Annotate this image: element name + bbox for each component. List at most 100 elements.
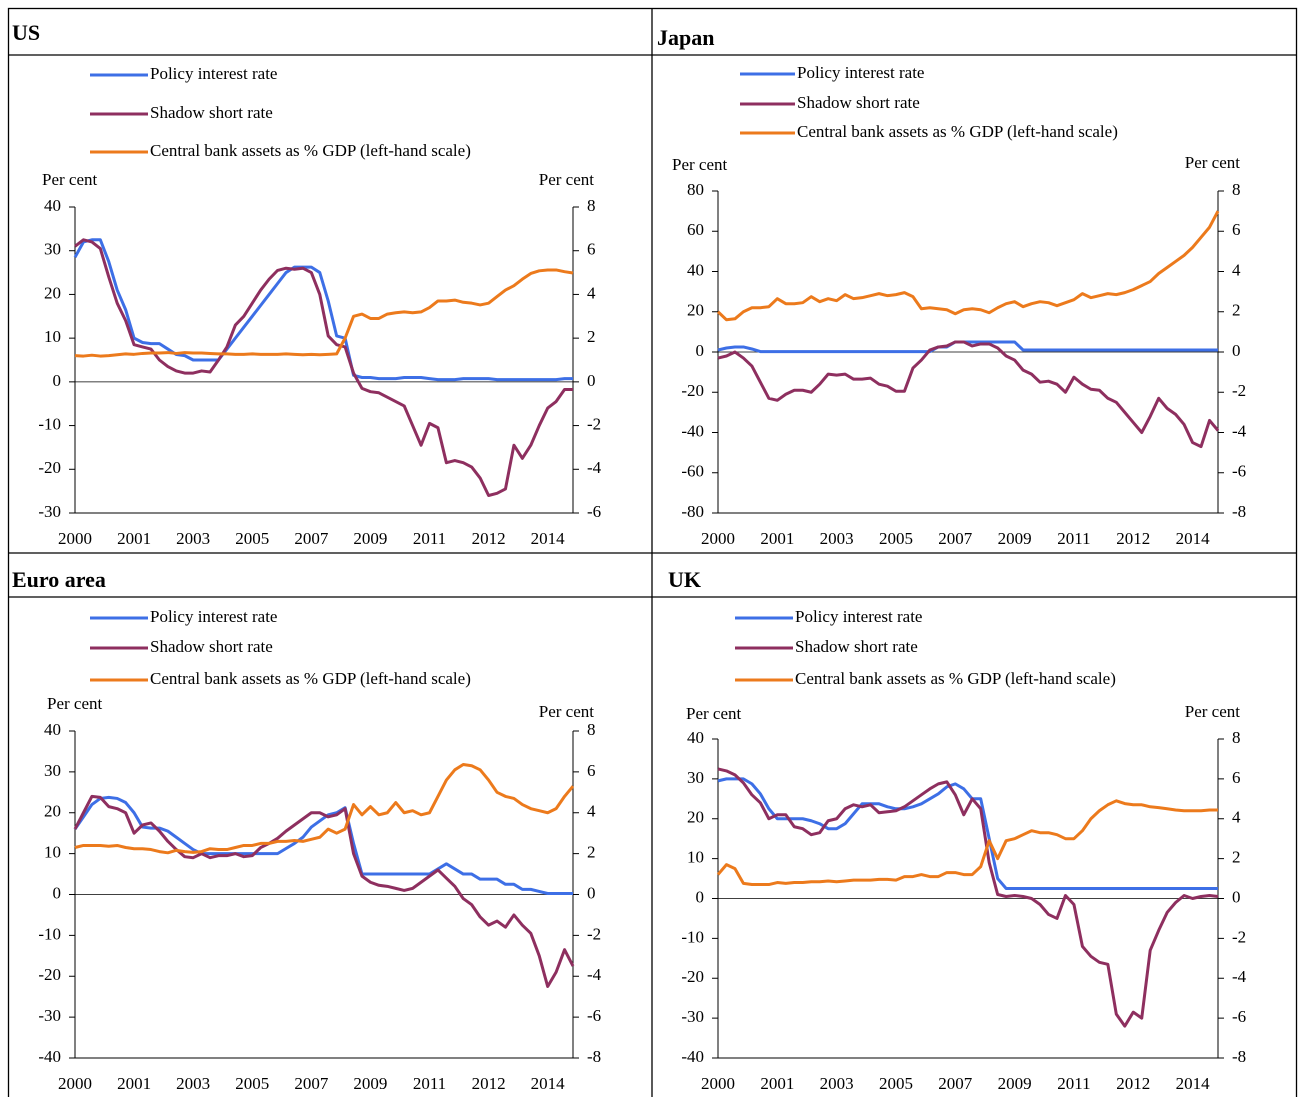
y-tick-label: -10: [38, 924, 61, 943]
x-tick-label: 2009: [998, 529, 1032, 548]
y2-tick-label: -2: [1232, 381, 1246, 400]
x-tick-label: 2009: [998, 1074, 1032, 1093]
legend-label: Shadow short rate: [150, 103, 273, 122]
y2-tick-label: -8: [587, 1047, 601, 1066]
y-axis-label: Per cent: [672, 155, 728, 174]
x-tick-label: 2005: [879, 529, 913, 548]
y-tick-label: -10: [38, 414, 61, 433]
y2-tick-label: 2: [587, 843, 596, 862]
x-tick-label: 2003: [176, 529, 210, 548]
y-tick-label: 0: [53, 371, 62, 390]
y-tick-label: 0: [696, 887, 705, 906]
y2-tick-label: 4: [1232, 260, 1241, 279]
y2-tick-label: 4: [1232, 808, 1241, 827]
legend-label: Shadow short rate: [150, 637, 273, 656]
legend-label: Policy interest rate: [797, 63, 924, 82]
y-tick-label: 40: [44, 196, 61, 215]
series-line: [717, 340, 1220, 449]
y-tick-label: 10: [44, 327, 61, 346]
y2-tick-label: -2: [587, 414, 601, 433]
series-line: [74, 763, 575, 855]
y-tick-label: 80: [687, 180, 704, 199]
y-tick-label: -20: [38, 965, 61, 984]
y2-axis-label: Per cent: [1185, 702, 1241, 721]
y-tick-label: 30: [687, 768, 704, 787]
y2-tick-label: -4: [587, 458, 602, 477]
y2-tick-label: -2: [587, 924, 601, 943]
y2-tick-label: 2: [587, 327, 596, 346]
y2-tick-label: -6: [1232, 1007, 1246, 1026]
y2-tick-label: -6: [587, 502, 601, 521]
x-tick-label: 2011: [1057, 1074, 1090, 1093]
y-tick-label: 40: [687, 728, 704, 747]
y-tick-label: 10: [687, 848, 704, 867]
legend-label: Policy interest rate: [150, 607, 277, 626]
x-tick-label: 2005: [235, 529, 269, 548]
y2-tick-label: -2: [1232, 927, 1246, 946]
series-line: [73, 794, 575, 988]
y-tick-label: 20: [687, 808, 704, 827]
legend-label: Central bank assets as % GDP (left-hand …: [797, 122, 1118, 141]
legend-label: Central bank assets as % GDP (left-hand …: [150, 141, 471, 160]
x-tick-label: 2007: [938, 1074, 973, 1093]
x-tick-label: 2014: [1176, 1074, 1211, 1093]
y-tick-label: 0: [53, 883, 62, 902]
y-tick-label: -30: [38, 502, 61, 521]
y2-tick-label: -8: [1232, 1047, 1246, 1066]
x-tick-label: 2005: [235, 1074, 269, 1093]
x-tick-label: 2001: [117, 1074, 151, 1093]
y-tick-label: 60: [687, 220, 704, 239]
x-tick-label: 2007: [294, 1074, 329, 1093]
y2-tick-label: 8: [587, 720, 596, 739]
y-tick-label: 20: [687, 301, 704, 320]
series-line: [73, 795, 573, 895]
table-borders: [7, 7, 1298, 1097]
x-tick-label: 2000: [701, 1074, 735, 1093]
y2-axis-label: Per cent: [539, 170, 595, 189]
y2-tick-label: -6: [1232, 462, 1246, 481]
series-line: [717, 340, 1218, 354]
chart-title: Euro area: [12, 567, 106, 592]
series-line: [74, 268, 574, 358]
y2-tick-label: 4: [587, 802, 596, 821]
y-tick-label: -40: [681, 1047, 704, 1066]
x-tick-label: 2000: [58, 529, 92, 548]
series-line: [716, 799, 1218, 887]
y2-tick-label: 0: [1232, 341, 1241, 360]
y2-axis-label: Per cent: [539, 702, 595, 721]
legend-label: Shadow short rate: [797, 93, 920, 112]
y2-tick-label: 6: [1232, 768, 1241, 787]
legend-label: Policy interest rate: [795, 607, 922, 626]
x-tick-label: 2011: [413, 529, 446, 548]
series-line: [74, 238, 573, 498]
x-tick-label: 2000: [701, 529, 735, 548]
series-line: [717, 777, 1218, 891]
y-tick-label: -30: [38, 1006, 61, 1025]
y-tick-label: -80: [681, 502, 704, 521]
y-axis-label: Per cent: [42, 170, 98, 189]
x-tick-label: 2012: [1116, 529, 1150, 548]
y-tick-label: -20: [681, 381, 704, 400]
x-tick-label: 2009: [353, 529, 387, 548]
y2-tick-label: 6: [587, 240, 596, 259]
x-tick-label: 2007: [294, 529, 329, 548]
chart-title: US: [12, 20, 40, 45]
y-tick-label: 20: [44, 802, 61, 821]
x-tick-label: 2014: [531, 1074, 566, 1093]
y2-tick-label: 6: [1232, 220, 1241, 239]
y2-tick-label: 2: [1232, 301, 1241, 320]
x-tick-label: 2005: [879, 1074, 913, 1093]
y2-tick-label: 8: [1232, 180, 1241, 199]
x-tick-label: 2012: [472, 1074, 506, 1093]
x-tick-label: 2000: [58, 1074, 92, 1093]
y-tick-label: 40: [44, 720, 61, 739]
y2-tick-label: 8: [1232, 728, 1241, 747]
y-tick-label: -10: [681, 927, 704, 946]
y-tick-label: 10: [44, 843, 61, 862]
x-tick-label: 2001: [117, 529, 151, 548]
legend-label: Central bank assets as % GDP (left-hand …: [150, 669, 471, 688]
x-tick-label: 2003: [820, 1074, 854, 1093]
legend-label: Shadow short rate: [795, 637, 918, 656]
series-line: [716, 210, 1220, 322]
